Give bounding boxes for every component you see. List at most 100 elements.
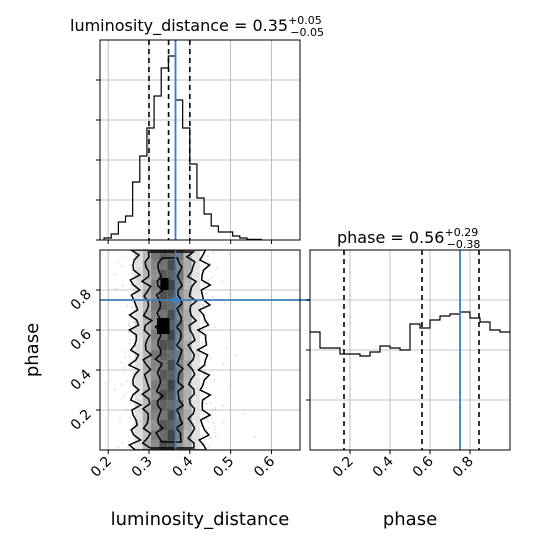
joint-density-cell: [142, 260, 152, 270]
joint-density-cell: [151, 310, 160, 320]
joint-density-cell: [159, 340, 168, 350]
joint-density-cell: [191, 440, 200, 450]
joint-density-cell: [159, 260, 168, 270]
joint-density-cell: [175, 250, 184, 260]
joint-sample-point: [201, 434, 204, 437]
joint-density-cell: [167, 400, 176, 410]
joint-sample-point: [119, 361, 122, 364]
joint-density-cell: [167, 320, 176, 330]
joint-density-cell: [191, 350, 200, 360]
joint-density-cell: [159, 290, 168, 300]
joint-density-cell: [183, 350, 192, 360]
joint-density-cell: [183, 440, 192, 450]
joint-sample-point: [129, 402, 132, 405]
joint-density-cell: [191, 260, 200, 270]
joint-xtick-label: 0.4: [170, 453, 197, 480]
joint-sample-point: [116, 260, 119, 263]
joint-density-cell: [134, 340, 143, 350]
joint-sample-point: [235, 354, 238, 357]
joint-density-cell: [151, 390, 160, 400]
joint-density-cell: [134, 370, 143, 380]
joint-density-cell: [151, 380, 160, 390]
joint-density-cell: [175, 300, 184, 310]
joint-density-cell: [183, 390, 192, 400]
joint-sample-point: [206, 255, 209, 258]
joint-density-cell: [142, 430, 152, 440]
joint-density-cell: [134, 430, 143, 440]
joint-density-cell: [167, 380, 176, 390]
joint-sample-point: [201, 303, 204, 306]
joint-density-cell: [191, 370, 200, 380]
joint-density-cell: [191, 410, 200, 420]
phase-hist-xtick-label: 0.2: [330, 454, 357, 481]
joint-density-cell: [191, 430, 200, 440]
joint-sample-point: [199, 292, 202, 295]
joint-density-cell: [191, 300, 200, 310]
joint-density-cell: [191, 290, 200, 300]
joint-sample-point: [209, 436, 212, 439]
joint-sample-point: [120, 383, 123, 386]
joint-density-cell: [159, 360, 168, 370]
phase-hist-steps: [310, 311, 510, 357]
joint-density-cell: [191, 280, 200, 290]
joint-sample-point: [214, 428, 217, 431]
joint-density-cell: [183, 430, 192, 440]
joint-sample-point: [212, 251, 215, 254]
joint-sample-point: [125, 305, 128, 308]
joint-sample-point: [127, 355, 130, 358]
joint-sample-point: [122, 395, 125, 398]
joint-contour: [154, 257, 185, 443]
joint-density-cell: [191, 310, 200, 320]
joint-sample-point: [222, 421, 225, 424]
phase-hist-panel: 0.2 0.4 0.6 0.8: [306, 249, 511, 481]
joint-injection-marker: [172, 297, 179, 303]
joint-sample-point: [94, 401, 96, 403]
joint-sample-point: [227, 252, 230, 255]
joint-sample-point: [228, 385, 231, 388]
joint-xtick-label: 0.6: [251, 453, 278, 480]
joint-density-cell: [159, 420, 168, 430]
joint-density-cell: [167, 310, 176, 320]
joint-density-cell: [167, 300, 176, 310]
joint-sample-point: [214, 407, 217, 410]
joint-density-cell: [167, 340, 176, 350]
joint-sample-point: [126, 409, 129, 412]
joint-density-cell: [183, 320, 192, 330]
joint-density-cell: [175, 340, 184, 350]
joint-density-cell: [159, 310, 168, 320]
joint-sample-point: [215, 266, 218, 269]
joint-density-cell: [175, 390, 184, 400]
joint-sample-point: [212, 296, 215, 299]
joint-sample-point: [132, 321, 135, 324]
joint-ytick-label: 0.8: [68, 287, 95, 314]
joint-sample-point: [211, 409, 214, 412]
joint-density-cell: [167, 260, 176, 270]
joint-sample-point: [121, 349, 124, 352]
joint-density-cell: [134, 290, 143, 300]
joint-sample-point: [203, 373, 206, 376]
joint-density-cell: [134, 310, 143, 320]
joint-sample-point: [132, 371, 135, 374]
joint-sample-point: [210, 357, 213, 360]
joint-sample-point: [129, 264, 132, 267]
joint-density-cell: [151, 250, 160, 260]
joint-density-cell: [142, 390, 152, 400]
joint-sample-point: [128, 317, 131, 320]
phase-hist-xtick-label: 0.8: [450, 454, 477, 481]
joint-sample-point: [127, 445, 130, 448]
joint-density-cell: [142, 380, 152, 390]
joint-density-cell: [142, 370, 152, 380]
joint-density-cell: [183, 290, 192, 300]
joint-density-cell: [183, 380, 192, 390]
joint-density-cell: [175, 400, 184, 410]
joint-density-cell: [175, 260, 184, 270]
joint-density-cell: [151, 400, 160, 410]
joint-density-cell: [191, 250, 200, 260]
joint-density-cell: [183, 400, 192, 410]
joint-density-cell: [134, 300, 143, 310]
joint-sample-point: [205, 417, 208, 420]
joint-density-cell: [167, 440, 176, 450]
joint-density-cell: [142, 270, 152, 280]
ld-hist-steps: [103, 55, 262, 240]
